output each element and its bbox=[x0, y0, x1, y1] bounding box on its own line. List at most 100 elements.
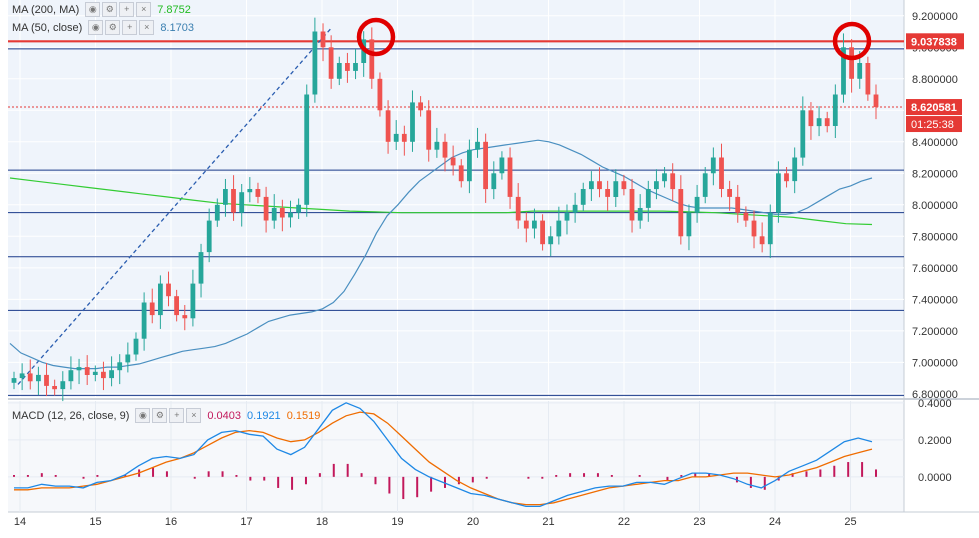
candle-body bbox=[849, 47, 854, 79]
candle-body bbox=[279, 208, 285, 218]
candle-body bbox=[808, 110, 814, 127]
candle-body bbox=[401, 133, 407, 142]
resistance-price-badge-bg bbox=[906, 33, 964, 50]
candle-body bbox=[637, 208, 643, 221]
candle-body bbox=[320, 31, 326, 48]
ma200-line bbox=[9, 177, 873, 226]
y-tick-label: 7.800000 bbox=[912, 231, 958, 243]
candle-body bbox=[597, 181, 602, 190]
add-plus-icon[interactable]: + bbox=[122, 20, 138, 35]
x-tick-label: 18 bbox=[316, 516, 328, 528]
legend-macd: MACD (12, 26, close, 9) ◉ ⚙ + × 0.0403 0… bbox=[12, 408, 320, 423]
candle-body bbox=[605, 189, 610, 197]
candle-body bbox=[735, 196, 741, 213]
candle-body bbox=[158, 283, 163, 316]
candle-body bbox=[841, 47, 846, 95]
candle-body bbox=[776, 173, 781, 213]
candle-body bbox=[824, 118, 830, 127]
remove-close-icon[interactable]: × bbox=[136, 2, 152, 17]
candle-body bbox=[19, 373, 25, 379]
candle-body bbox=[68, 370, 74, 382]
candle-body bbox=[101, 371, 106, 379]
trend-line-layer bbox=[17, 27, 332, 385]
candle-body bbox=[214, 204, 220, 221]
candle-body bbox=[239, 192, 245, 213]
candle-body bbox=[515, 196, 521, 221]
candle-body bbox=[223, 189, 228, 205]
candle-body bbox=[865, 63, 871, 95]
y-tick-label: 9.200000 bbox=[912, 11, 958, 23]
candle-body bbox=[784, 173, 789, 182]
add-plus-icon[interactable]: + bbox=[119, 2, 135, 17]
candle-body bbox=[304, 94, 310, 205]
macd-y-tick-label: 0.2000 bbox=[918, 435, 952, 447]
x-tick-label: 20 bbox=[467, 516, 479, 528]
candle-body bbox=[84, 367, 90, 375]
highlight-circle bbox=[356, 17, 396, 57]
countdown-badge-bg bbox=[906, 116, 962, 133]
candle-body bbox=[60, 381, 66, 390]
candle-body bbox=[11, 378, 17, 383]
candle-body bbox=[800, 110, 806, 158]
candle-body bbox=[540, 220, 545, 245]
candle-body bbox=[76, 367, 82, 371]
remove-close-icon[interactable]: × bbox=[186, 408, 202, 423]
settings-gear-icon[interactable]: ⚙ bbox=[102, 2, 118, 17]
settings-gear-icon[interactable]: ⚙ bbox=[105, 20, 121, 35]
candle-body bbox=[523, 220, 529, 229]
visibility-toggle-icon[interactable]: ◉ bbox=[88, 20, 104, 35]
horizontal-levels-layer bbox=[8, 40, 904, 396]
candle-body bbox=[662, 173, 667, 182]
candle-body bbox=[353, 63, 358, 71]
candle-body bbox=[678, 189, 684, 237]
add-plus-icon[interactable]: + bbox=[169, 408, 185, 423]
candle-body bbox=[621, 181, 627, 190]
candle-body bbox=[767, 212, 773, 245]
legend-ma50-value: 8.1703 bbox=[160, 21, 194, 34]
candle-body bbox=[450, 157, 456, 166]
candle-body bbox=[312, 31, 318, 95]
y-tick-label: 6.800000 bbox=[912, 389, 958, 401]
candle-body bbox=[832, 94, 838, 126]
candle-body bbox=[141, 302, 147, 339]
settings-gear-icon[interactable]: ⚙ bbox=[152, 408, 168, 423]
macd-y-tick-label: 0.4000 bbox=[918, 398, 952, 410]
candle-body bbox=[190, 283, 196, 319]
candle-body bbox=[149, 302, 155, 316]
remove-close-icon[interactable]: × bbox=[139, 20, 155, 35]
x-tick-label: 22 bbox=[618, 516, 630, 528]
price-badge-layer: 9.037838 8.620581 01:25:38 bbox=[906, 33, 964, 133]
x-tick-label: 21 bbox=[542, 516, 554, 528]
candle-body bbox=[44, 374, 49, 386]
candle-body bbox=[686, 212, 692, 237]
resistance-price-badge: 9.037838 bbox=[911, 36, 957, 48]
visibility-toggle-icon[interactable]: ◉ bbox=[85, 2, 101, 17]
last-price-badge: 8.620581 bbox=[911, 102, 957, 114]
candle-body bbox=[52, 386, 57, 390]
candle-body bbox=[174, 296, 179, 316]
candle-body bbox=[654, 181, 659, 190]
candle-body bbox=[166, 283, 171, 297]
candle-body bbox=[336, 63, 342, 79]
candle-body bbox=[247, 189, 253, 193]
macd-y-tick-label: 0.0000 bbox=[918, 472, 952, 484]
candle-body bbox=[727, 189, 732, 197]
legend-ma50: MA (50, close) ◉ ⚙ + × 8.1703 bbox=[12, 20, 194, 35]
legend-ma200-label: MA (200, MA) bbox=[12, 3, 80, 16]
candle-body bbox=[231, 189, 236, 213]
candle-body bbox=[458, 165, 464, 182]
candle-body bbox=[702, 173, 708, 197]
candle-body bbox=[710, 157, 716, 174]
candle-body bbox=[483, 141, 488, 190]
candle-body bbox=[532, 220, 537, 229]
candle-body bbox=[377, 78, 383, 111]
candle-body bbox=[117, 362, 123, 371]
trend-line bbox=[17, 27, 332, 385]
visibility-toggle-icon[interactable]: ◉ bbox=[135, 408, 151, 423]
candle-body bbox=[759, 236, 765, 245]
candle-body bbox=[694, 196, 700, 213]
candle-body bbox=[418, 102, 423, 111]
candle-body bbox=[385, 110, 391, 142]
x-tick-label: 17 bbox=[240, 516, 252, 528]
